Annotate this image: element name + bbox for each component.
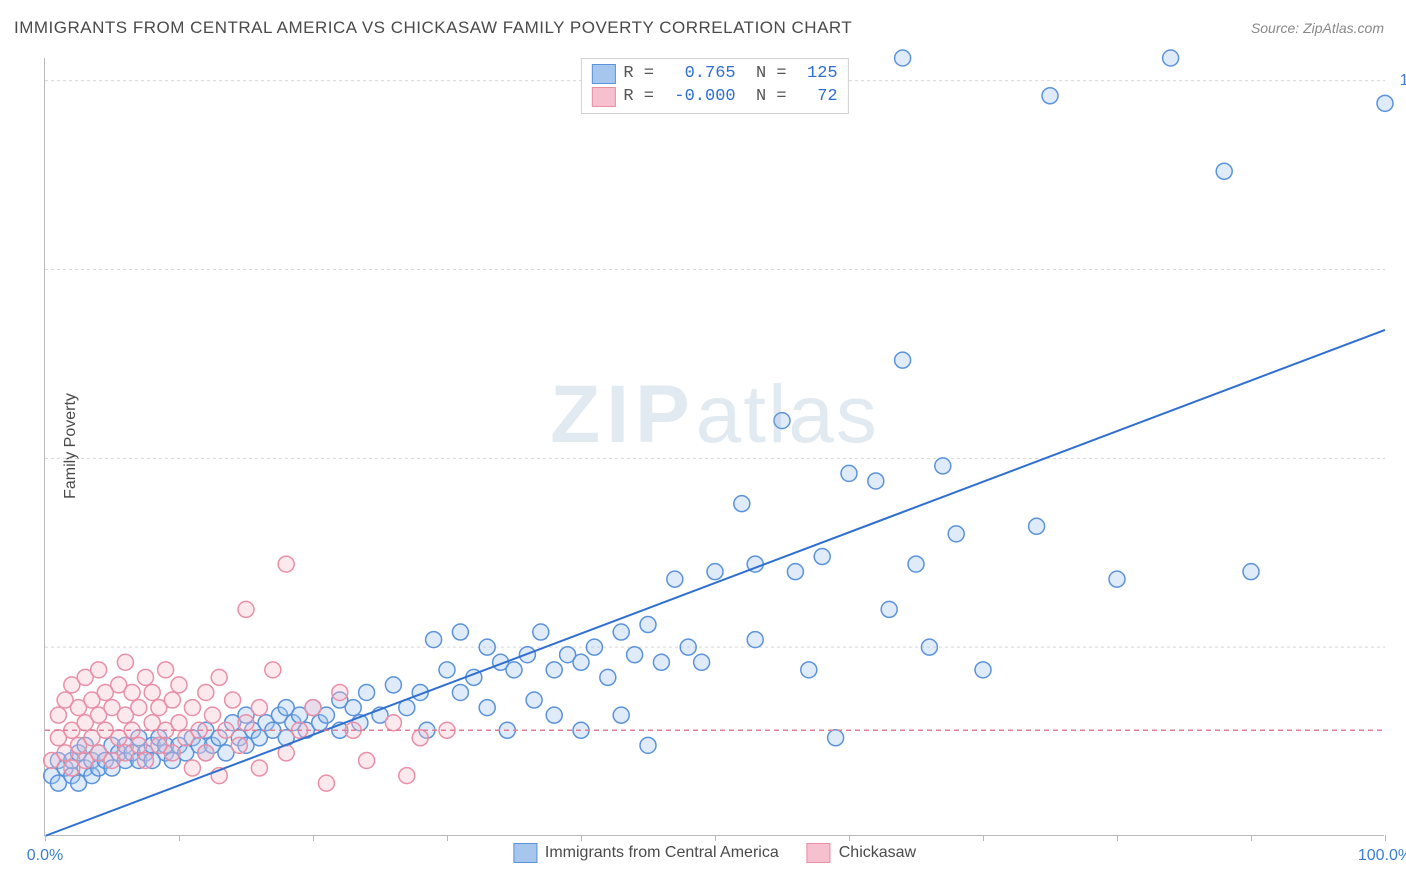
x-tick: [447, 835, 448, 841]
legend-series-item: Immigrants from Central America: [513, 843, 779, 863]
legend-swatch: [591, 64, 615, 84]
legend-correlation-text: R = 0.765 N = 125: [623, 63, 837, 86]
legend-series-label: Immigrants from Central America: [545, 844, 779, 862]
y-tick-label: 100.0%: [1394, 72, 1406, 90]
legend-series: Immigrants from Central America Chickasaw: [505, 843, 924, 863]
x-tick: [581, 835, 582, 841]
y-tick-label: 50.0%: [1394, 449, 1406, 467]
x-tick-label: 0.0%: [27, 847, 63, 865]
legend-correlation: R = 0.765 N = 125R = -0.000 N = 72: [580, 58, 848, 114]
x-tick: [45, 835, 46, 841]
source-attribution: Source: ZipAtlas.com: [1251, 20, 1384, 36]
legend-correlation-text: R = -0.000 N = 72: [623, 86, 837, 109]
chart-title: IMMIGRANTS FROM CENTRAL AMERICA VS CHICK…: [14, 18, 852, 38]
legend-series-label: Chickasaw: [839, 844, 916, 862]
trend-layer: [45, 58, 1384, 835]
x-tick: [313, 835, 314, 841]
legend-series-item: Chickasaw: [807, 843, 916, 863]
x-tick: [1117, 835, 1118, 841]
x-tick: [179, 835, 180, 841]
x-tick: [849, 835, 850, 841]
y-tick-label: 75.0%: [1394, 260, 1406, 278]
x-tick: [1251, 835, 1252, 841]
x-tick-label: 100.0%: [1358, 847, 1406, 865]
x-tick: [1385, 835, 1386, 841]
plot-area: ZIPatlas R = 0.765 N = 125R = -0.000 N =…: [44, 58, 1384, 836]
legend-swatch: [513, 843, 537, 863]
legend-correlation-row: R = -0.000 N = 72: [591, 86, 837, 109]
trend-line: [45, 330, 1385, 836]
legend-swatch: [591, 87, 615, 107]
y-tick-label: 25.0%: [1394, 638, 1406, 656]
x-tick: [715, 835, 716, 841]
legend-swatch: [807, 843, 831, 863]
legend-correlation-row: R = 0.765 N = 125: [591, 63, 837, 86]
x-tick: [983, 835, 984, 841]
